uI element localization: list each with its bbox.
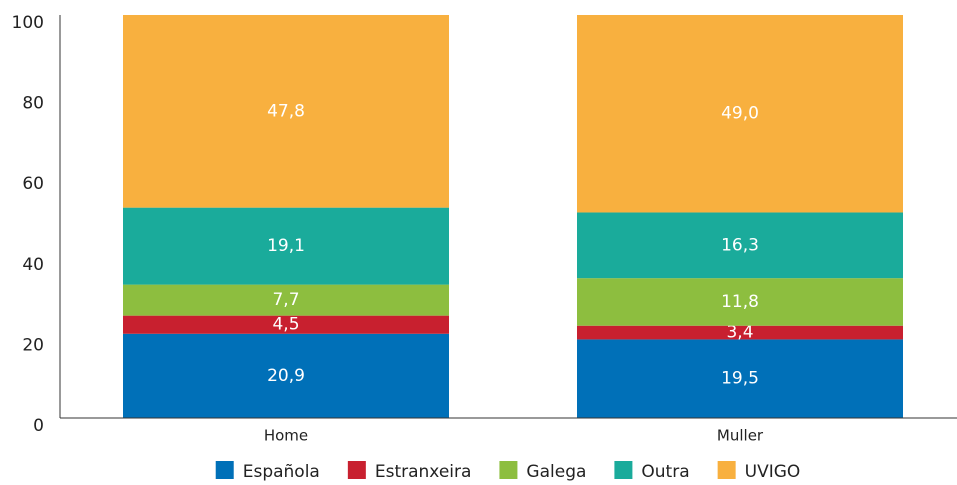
y-tick-label: 80 [22,94,44,114]
value-label: 47,8 [267,101,305,121]
legend-swatch [614,461,633,479]
legend-swatch [347,461,366,479]
value-label: 19,5 [721,369,759,389]
legend-label: UVIGO [745,462,801,482]
value-label: 11,8 [721,292,759,312]
value-label: 16,3 [721,235,759,255]
legend-label: Outra [641,462,689,482]
bar-segment [577,325,903,340]
value-label: 3,4 [726,323,753,343]
bar-segment [123,315,449,334]
y-tick-label: 20 [22,335,44,355]
bar-segment [123,284,449,316]
legend-label: Galega [526,462,586,482]
y-tick-label: 100 [12,13,44,33]
legend-label: Española [243,462,320,482]
bar-segment [577,278,903,326]
y-tick-label: 60 [22,174,44,194]
bar-segment [577,212,903,279]
legend-swatch [499,461,518,479]
x-tick-label: Muller [717,427,764,445]
value-label: 49,0 [721,104,759,124]
legend-label: Estranxeira [375,462,472,482]
value-label: 20,9 [267,366,305,386]
bar-segment [577,339,903,418]
bar-segment [123,207,449,285]
value-label: 19,1 [267,236,305,256]
bar-segment [123,15,449,208]
bar-segment [123,333,449,418]
value-label: 7,7 [272,290,299,310]
y-tick-label: 0 [33,416,44,436]
legend-swatch [215,461,234,479]
bar-segment [577,15,903,213]
legend-swatch [717,461,736,479]
value-label: 4,5 [272,315,299,335]
y-tick-label: 40 [22,255,44,275]
x-tick-label: Home [264,427,308,445]
